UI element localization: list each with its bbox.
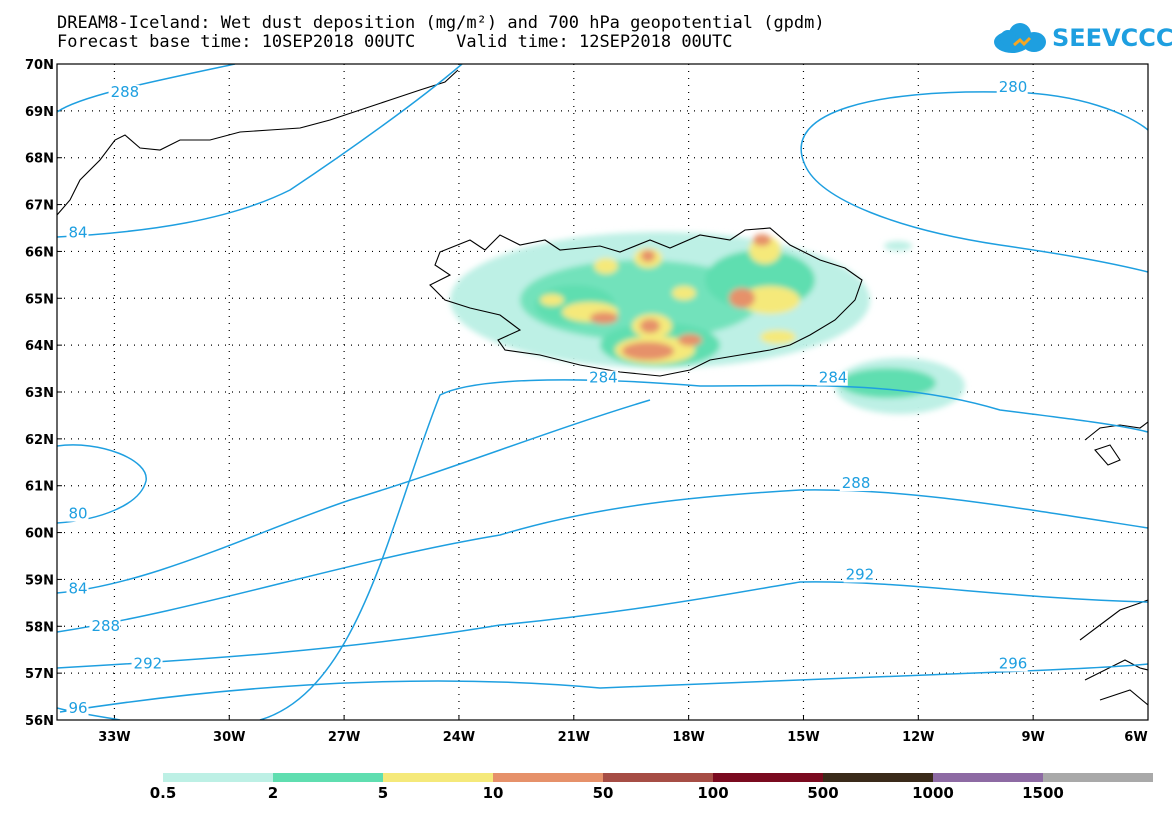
legend-swatch — [383, 773, 493, 782]
contour-label-bg — [839, 476, 871, 492]
latitude-labels: 70N 69N 68N 67N 66N 65N 64N 63N 62N 61N 60N 59N 58N 5… — [25, 58, 54, 729]
legend-swatch — [823, 773, 933, 782]
lat-label: 59N — [25, 573, 54, 588]
lat-label: 62N — [25, 433, 54, 448]
contour-label-bg — [66, 225, 89, 241]
contour-label: 80 — [68, 505, 87, 523]
contour-label: 284 — [819, 369, 848, 387]
lat-label: 65N — [25, 292, 54, 307]
legend-label: 100 — [697, 784, 729, 802]
lon-label: 18W — [672, 730, 704, 745]
lat-label: 70N — [25, 58, 54, 73]
contour-label: 84 — [68, 223, 87, 241]
legend-swatch — [273, 773, 383, 782]
color-legend — [163, 773, 1153, 782]
lat-label: 67N — [25, 199, 54, 214]
legend-swatch — [933, 773, 1043, 782]
contour-label: 280 — [999, 78, 1028, 96]
figure-title: DREAM8-Iceland: Wet dust deposition (mg/… — [57, 13, 825, 33]
legend-label: 50 — [592, 784, 614, 802]
legend-swatch — [713, 773, 823, 782]
contour-label-bg — [131, 656, 163, 672]
longitude-labels: 33W 30W 27W 24W 21W 18W 15W 12W 9W 6W — [98, 730, 1147, 745]
legend-swatch — [493, 773, 603, 782]
contour-label-bg — [843, 567, 875, 583]
contour-label: 292 — [134, 654, 163, 672]
logo-text: SEEVCCC — [1052, 24, 1174, 52]
contour-label: 296 — [999, 654, 1028, 672]
dust-deposition-field — [450, 232, 965, 414]
plot-frame — [56, 63, 1149, 721]
lat-label: 66N — [25, 245, 54, 260]
contour-label-bg — [66, 581, 89, 597]
legend-label: 500 — [807, 784, 839, 802]
lat-label: 63N — [25, 386, 54, 401]
figure-subtitle: Forecast base time: 10SEP2018 00UTC Vali… — [57, 32, 733, 52]
contour-labels: 288 280 84 284 284 80 288 84 288 292 292 296 96 — [66, 78, 1028, 717]
legend-label: 0.5 — [149, 784, 177, 802]
lat-lon-grid — [57, 63, 1149, 721]
lat-label: 57N — [25, 667, 54, 682]
legend-swatch — [163, 773, 273, 782]
contour-label-bg — [996, 656, 1028, 672]
lon-label: 33W — [98, 730, 130, 745]
seevccc-logo — [994, 23, 1046, 53]
legend-label: 5 — [377, 784, 389, 802]
lon-label: 30W — [213, 730, 245, 745]
contour-label-bg — [108, 84, 140, 100]
contour-label: 284 — [589, 369, 618, 387]
lon-label: 6W — [1124, 730, 1147, 745]
contour-label: 288 — [91, 617, 120, 635]
contour-label-bg — [996, 80, 1028, 96]
contour-label-bg — [816, 370, 848, 386]
legend-label: 1500 — [1022, 784, 1064, 802]
lon-label: 15W — [787, 730, 819, 745]
legend-swatch — [1043, 773, 1153, 782]
lat-label: 61N — [25, 480, 54, 495]
lat-label: 68N — [25, 152, 54, 167]
contour-label: 292 — [846, 565, 875, 583]
contour-label: 84 — [68, 579, 87, 597]
lon-label: 27W — [328, 730, 360, 745]
contour-label-bg — [66, 700, 89, 716]
contour-label: 96 — [68, 699, 87, 717]
legend-label: 1000 — [912, 784, 954, 802]
contour-label-bg — [66, 506, 89, 522]
lat-label: 69N — [25, 105, 54, 120]
legend-label: 2 — [267, 784, 279, 802]
contour-label-bg — [587, 370, 619, 386]
lon-label: 24W — [443, 730, 475, 745]
lon-label: 12W — [902, 730, 934, 745]
lat-label: 60N — [25, 527, 54, 542]
lat-label: 64N — [25, 339, 54, 354]
lon-label: 9W — [1021, 730, 1044, 745]
lat-label: 56N — [25, 714, 54, 729]
legend-label: 10 — [482, 784, 504, 802]
lon-label: 21W — [558, 730, 590, 745]
contour-label-bg — [89, 618, 121, 634]
lat-label: 58N — [25, 620, 54, 635]
legend-swatch — [603, 773, 713, 782]
cloud-icon — [994, 23, 1046, 53]
geopotential-contours — [57, 64, 1148, 720]
contour-label: 288 — [111, 83, 140, 101]
coastlines — [57, 69, 1148, 706]
contour-label: 288 — [842, 474, 871, 492]
